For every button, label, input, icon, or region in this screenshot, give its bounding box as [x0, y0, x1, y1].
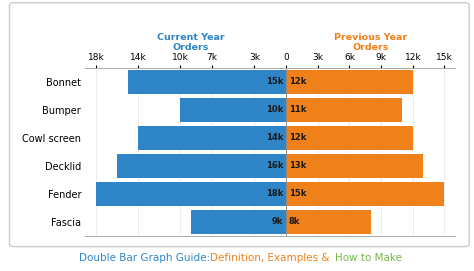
Bar	[286, 182, 445, 206]
Bar	[286, 70, 413, 94]
Text: Double Bar Graph Guide:: Double Bar Graph Guide:	[79, 253, 213, 263]
Text: 14k: 14k	[266, 133, 283, 142]
Bar	[286, 210, 371, 234]
Bar	[286, 126, 413, 150]
Text: 11k: 11k	[289, 105, 306, 114]
Text: Current Year
Orders: Current Year Orders	[157, 33, 225, 52]
Text: 16k: 16k	[266, 161, 283, 170]
Text: Previous Year
Orders: Previous Year Orders	[334, 33, 407, 52]
Bar	[181, 98, 286, 122]
Text: 12k: 12k	[289, 77, 306, 86]
Text: Definition, Examples &: Definition, Examples &	[210, 253, 332, 263]
Text: 13k: 13k	[289, 161, 306, 170]
Bar	[96, 182, 286, 206]
Text: 8k: 8k	[289, 217, 300, 226]
Text: 9k: 9k	[272, 217, 283, 226]
Text: How to Make: How to Make	[335, 253, 402, 263]
Bar	[286, 154, 423, 178]
Text: 12k: 12k	[289, 133, 306, 142]
Text: Double Bar Graph Guide: Definition, Examples & How to Make: Double Bar Graph Guide: Definition, Exam…	[75, 253, 399, 263]
Bar	[117, 154, 286, 178]
Text: 15k: 15k	[289, 189, 306, 198]
Text: 10k: 10k	[266, 105, 283, 114]
Bar	[191, 210, 286, 234]
Bar	[128, 70, 286, 94]
Text: 18k: 18k	[266, 189, 283, 198]
Bar	[138, 126, 286, 150]
Bar	[286, 98, 402, 122]
Text: 15k: 15k	[266, 77, 283, 86]
